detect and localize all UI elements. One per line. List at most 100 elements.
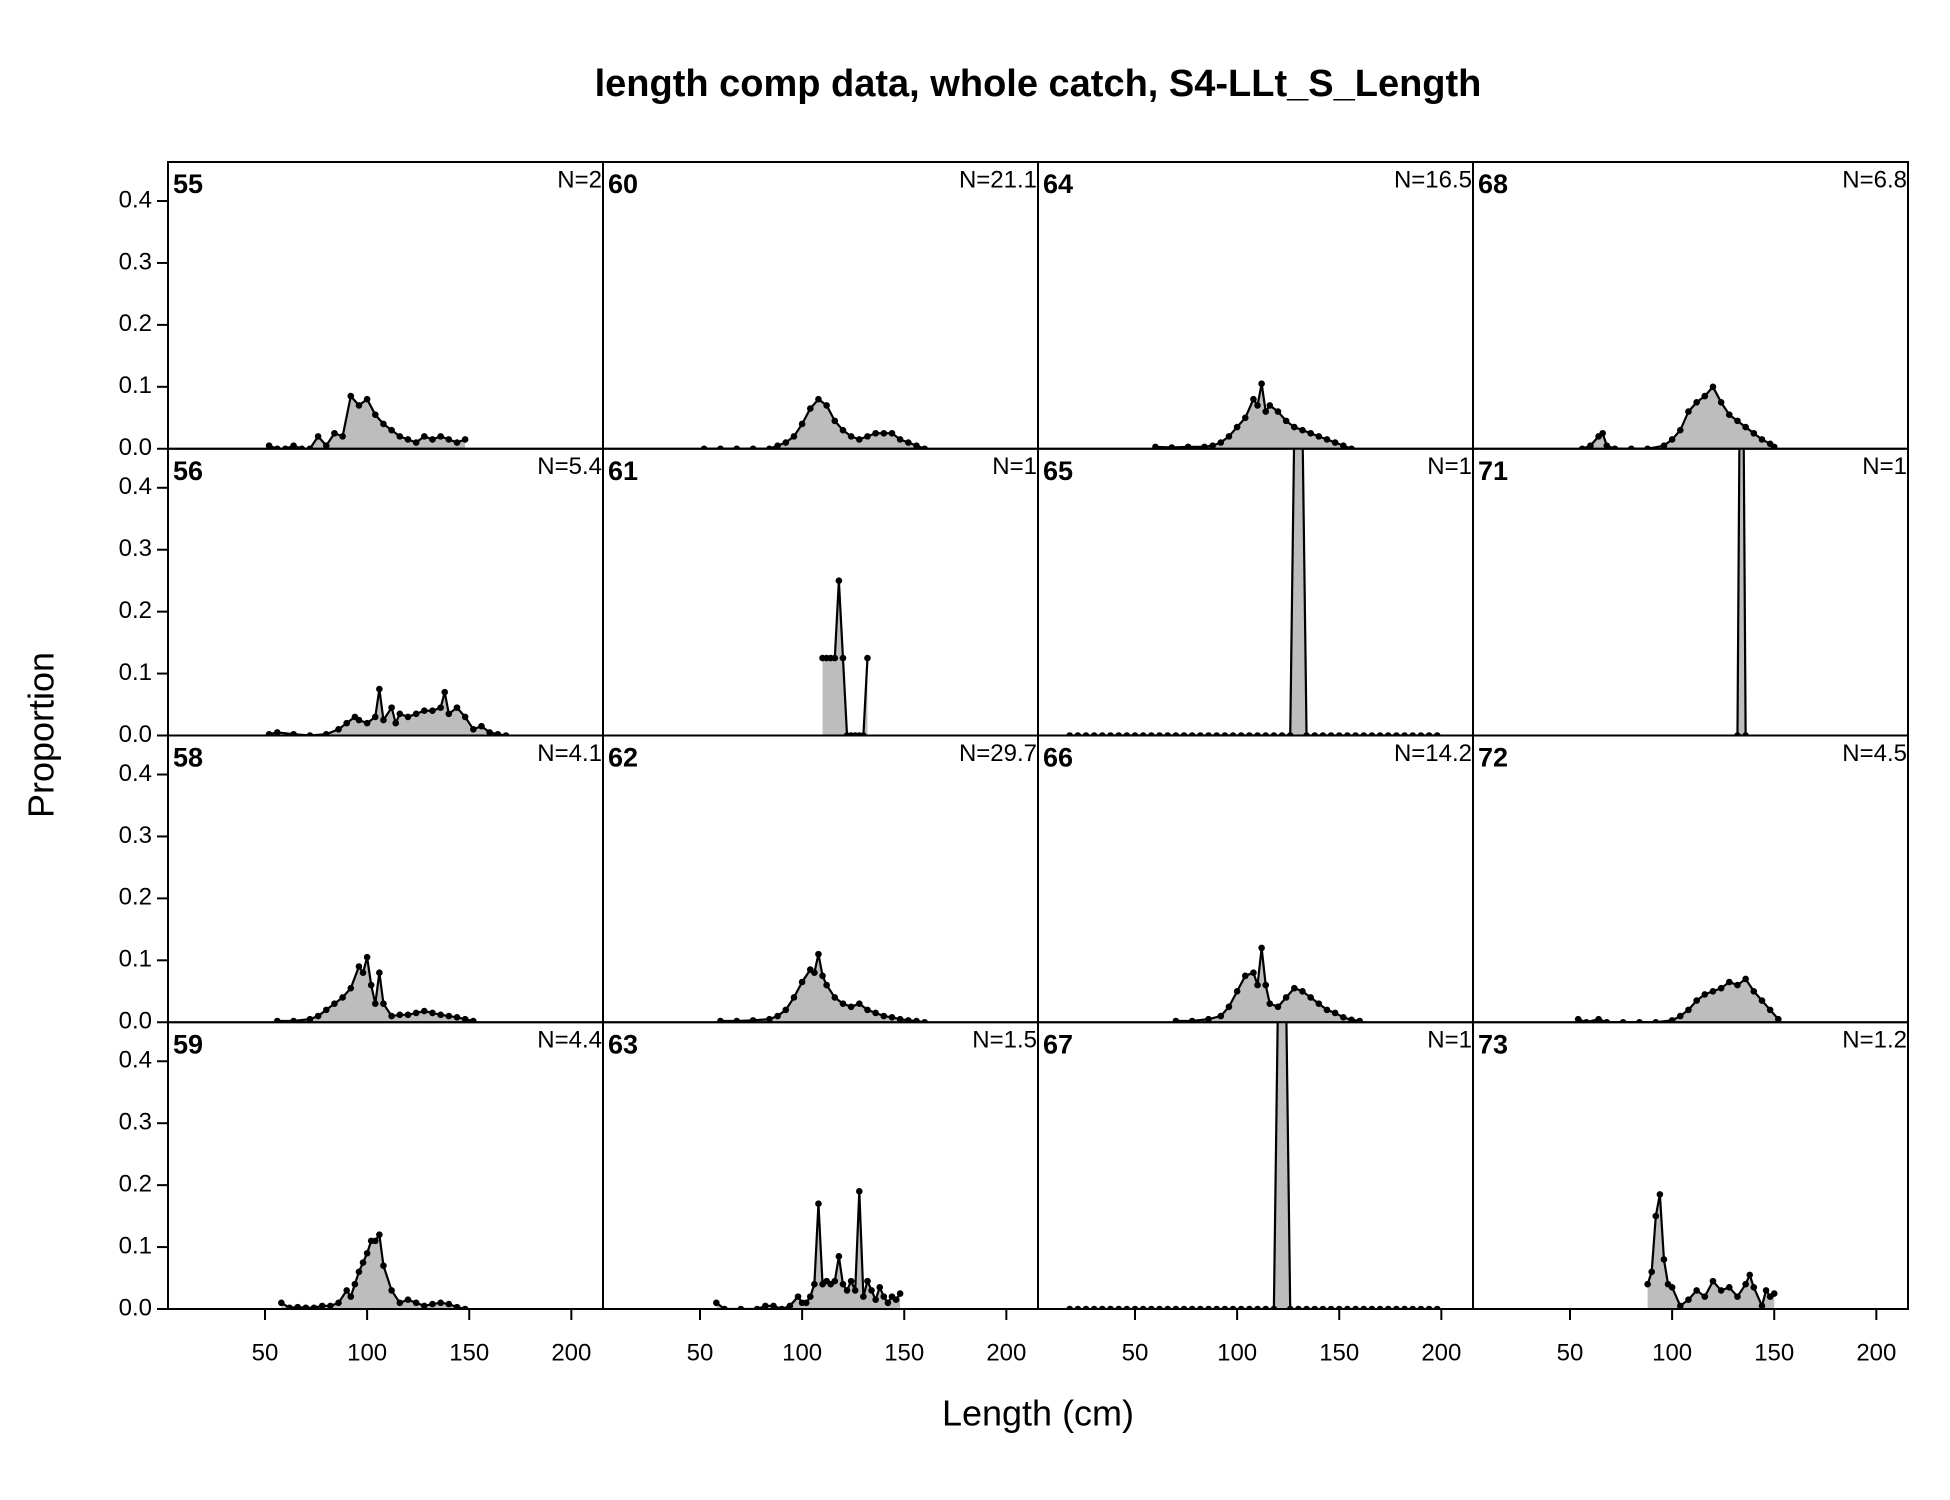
panel: 62 N=29.7 [602, 734, 1039, 1024]
area-fill [281, 1234, 466, 1309]
point [1225, 433, 1233, 440]
x-tick-label: 100 [782, 1339, 822, 1366]
point [1282, 994, 1290, 1001]
point [1709, 383, 1717, 391]
point [461, 436, 469, 443]
panel-border [602, 447, 1039, 737]
point [847, 1277, 855, 1285]
x-tick-label: 100 [1217, 1339, 1257, 1366]
point [1225, 1003, 1233, 1011]
point [1299, 987, 1306, 995]
point [1685, 1006, 1692, 1014]
point [404, 1296, 412, 1304]
panel-label: 73 [1478, 1029, 1508, 1059]
y-tick-label: 0.3 [119, 248, 152, 275]
point [839, 426, 847, 434]
panel-label: 67 [1043, 1029, 1073, 1059]
point [806, 405, 814, 412]
point [815, 395, 822, 403]
point [1168, 444, 1176, 449]
panel-border [1037, 447, 1474, 737]
point [782, 1006, 790, 1014]
point [1685, 408, 1692, 415]
point [376, 685, 383, 693]
area-fill [720, 954, 925, 1023]
panel: 66 N=14.2 [1037, 734, 1474, 1024]
point [802, 1299, 810, 1307]
point [1644, 1280, 1651, 1288]
point [355, 716, 363, 724]
point [421, 433, 428, 440]
x-tick-label: 200 [986, 1339, 1026, 1366]
point [1758, 997, 1766, 1004]
panel-data [265, 392, 469, 449]
point [371, 411, 379, 418]
y-tick-label: 0.1 [119, 1232, 152, 1259]
point [1172, 1017, 1180, 1023]
point [798, 978, 806, 986]
point [1291, 984, 1298, 992]
panel-data [1152, 380, 1355, 449]
point [453, 704, 461, 711]
point [839, 654, 847, 662]
panel-data [713, 1188, 904, 1309]
panel-label: 64 [1043, 169, 1073, 199]
x-tick-label: 50 [1557, 1339, 1584, 1366]
panel-border [167, 161, 604, 450]
point [1291, 423, 1298, 431]
point [896, 1015, 904, 1023]
panel-data [273, 953, 477, 1023]
area-fill [1578, 978, 1779, 1023]
point [1205, 1015, 1212, 1023]
point [1693, 997, 1700, 1004]
point [376, 1231, 383, 1238]
point [892, 1296, 900, 1304]
point [856, 1188, 863, 1195]
point [717, 1017, 724, 1023]
point [429, 707, 436, 715]
point [872, 1009, 879, 1017]
point [1233, 987, 1241, 995]
point [864, 1006, 871, 1014]
y-tick-label: 0.4 [119, 1047, 152, 1074]
point [835, 1253, 843, 1260]
point [1266, 402, 1274, 409]
point [811, 1280, 818, 1288]
point [888, 429, 896, 437]
point [322, 1006, 330, 1014]
point [782, 439, 790, 446]
point [265, 730, 273, 736]
area-fill [822, 580, 868, 736]
point [1331, 439, 1339, 446]
point [905, 1017, 912, 1023]
point [790, 433, 798, 440]
point [396, 433, 404, 440]
point [913, 442, 920, 449]
point [1676, 1012, 1684, 1020]
point [831, 994, 839, 1001]
y-tick-label: 0.4 [119, 760, 152, 787]
point [1656, 1191, 1664, 1198]
point [864, 1277, 871, 1285]
point [896, 1290, 904, 1297]
point [884, 1299, 892, 1307]
point [1217, 1012, 1225, 1020]
area-fill [269, 396, 466, 449]
area-fill [1582, 386, 1775, 449]
point [388, 1012, 395, 1020]
point [380, 716, 387, 724]
point [1331, 1009, 1339, 1017]
point [823, 981, 830, 989]
point [331, 429, 338, 437]
panel-data [717, 950, 928, 1023]
point [1258, 380, 1265, 388]
point [831, 654, 839, 662]
point [1742, 1280, 1749, 1288]
point [815, 950, 822, 958]
point [290, 730, 297, 736]
point [1258, 944, 1265, 952]
point [412, 439, 420, 446]
point [290, 442, 297, 449]
point [273, 1017, 281, 1023]
